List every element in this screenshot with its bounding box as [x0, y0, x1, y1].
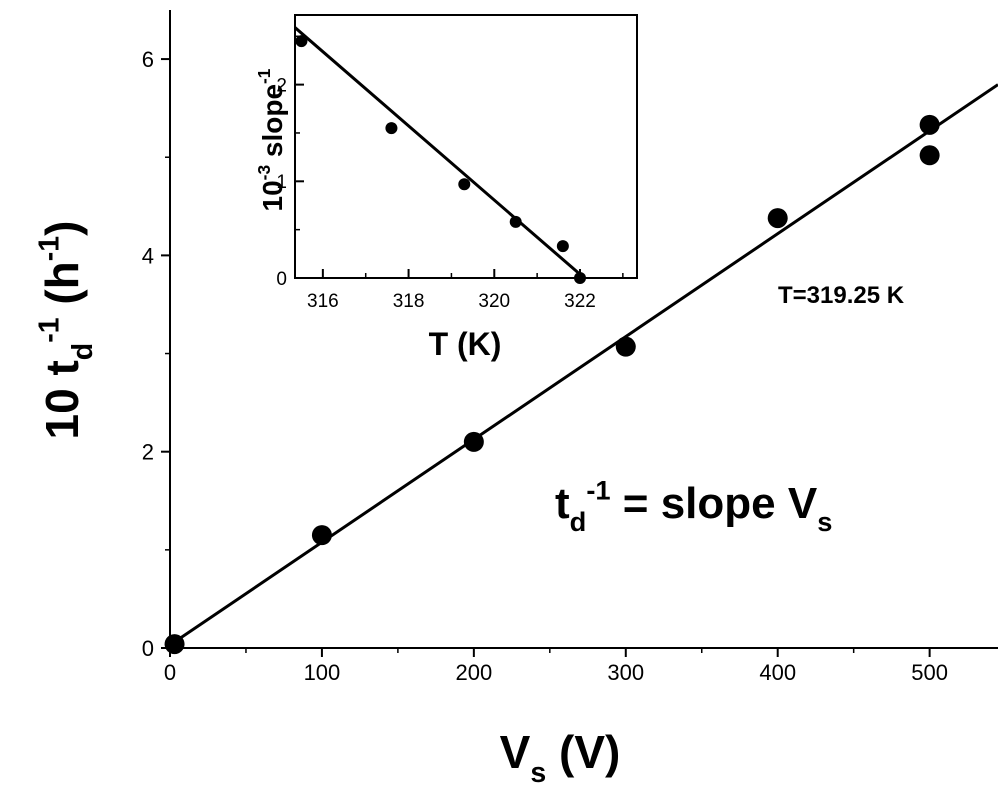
data-point: [919, 114, 940, 135]
data-point: [509, 215, 522, 228]
data-point: [615, 336, 636, 357]
y-axis-label-part: -1: [254, 68, 274, 84]
fit-line: [169, 83, 998, 647]
x-tick-label: 100: [304, 660, 341, 685]
y-axis-label-part: ): [36, 221, 88, 236]
fit-line: [294, 26, 586, 280]
y-axis-label-part: -1: [34, 317, 66, 342]
y-tick-label: 2: [142, 440, 154, 465]
data-point: [164, 634, 185, 655]
data-point: [919, 145, 940, 166]
y-tick-label: 4: [142, 243, 154, 268]
y-axis-label: 10-3 slope-1: [254, 68, 288, 211]
annotation-part: = slope V: [611, 479, 818, 528]
annotation-part: -1: [586, 475, 610, 506]
y-axis-label-part: 10: [257, 180, 288, 211]
x-tick-label: 320: [478, 291, 510, 312]
y-axis-label-part: -1: [34, 236, 66, 261]
data-point: [556, 240, 569, 253]
x-tick-label: 400: [759, 660, 796, 685]
y-axis-label-part: d: [67, 343, 99, 360]
y-axis-label-part: slope: [257, 84, 288, 165]
data-point: [463, 431, 484, 452]
x-axis-label-part: s: [530, 757, 546, 789]
y-axis-label-part: 10 t: [36, 360, 88, 439]
x-axis-label-part: T (K): [429, 326, 502, 362]
x-axis-label-part: (V): [546, 726, 620, 778]
data-point: [311, 525, 332, 546]
y-axis-label-part: (h: [36, 261, 88, 317]
x-tick-label: 322: [564, 291, 596, 312]
annotation-part: T=319.25 K: [778, 282, 905, 309]
x-axis-label: T (K): [429, 326, 502, 362]
data-point: [458, 178, 471, 191]
annotation-part: d: [570, 506, 587, 537]
data-point: [767, 208, 788, 229]
data-point: [295, 35, 308, 48]
y-axis-label: 10 td-1 (h-1): [34, 221, 99, 440]
x-axis-label-part: V: [500, 726, 531, 778]
plot-frame: [294, 14, 638, 279]
data-point: [385, 122, 398, 135]
y-tick-label: 6: [142, 47, 154, 72]
y-tick-label: 2: [276, 75, 287, 96]
x-axis-label: Vs (V): [500, 726, 621, 789]
x-tick-label: 200: [455, 660, 492, 685]
x-tick-label: 300: [607, 660, 644, 685]
annotation: T=319.25 K: [778, 282, 905, 309]
y-tick-label: 1: [276, 172, 287, 193]
x-tick-label: 318: [393, 291, 425, 312]
y-tick-label: 0: [276, 269, 287, 290]
y-axis-label-part: -3: [254, 165, 274, 181]
data-point: [574, 272, 586, 284]
x-tick-label: 0: [164, 660, 176, 685]
annotation-part: t: [555, 479, 570, 528]
y-tick-label: 0: [142, 636, 154, 661]
x-tick-label: 316: [307, 291, 339, 312]
annotation: td-1 = slope Vs: [555, 475, 832, 538]
x-tick-label: 500: [911, 660, 948, 685]
annotation-part: s: [817, 506, 832, 537]
